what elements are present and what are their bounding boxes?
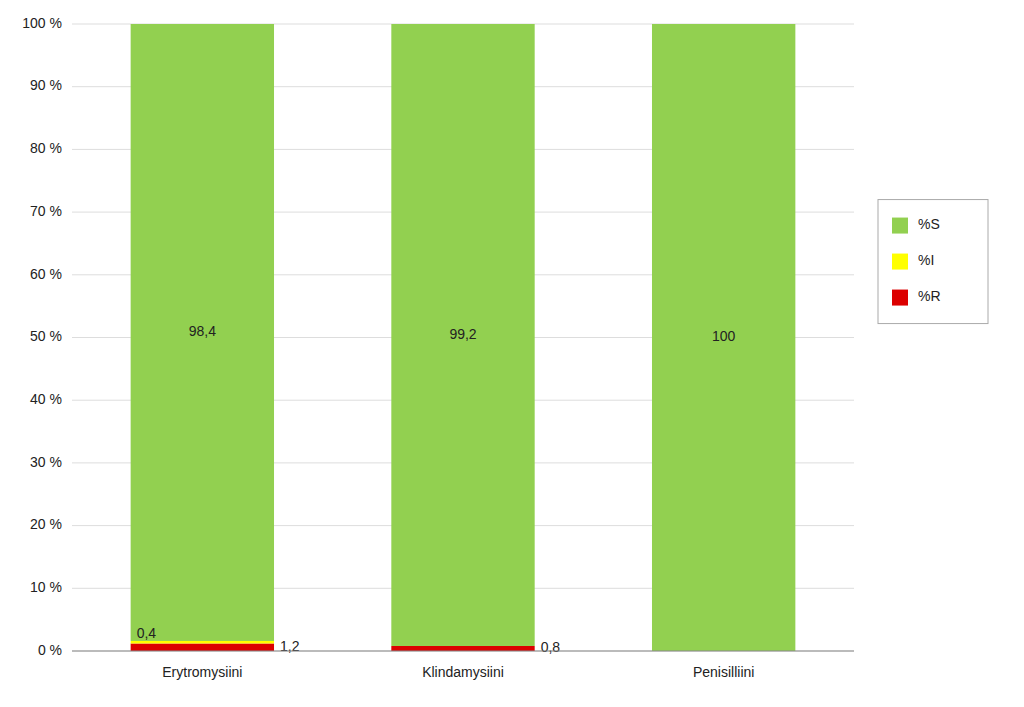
y-tick-label: 0 % [38, 642, 62, 658]
data-label: 98,4 [189, 323, 216, 339]
data-label: 99,2 [449, 326, 476, 342]
x-tick-label: Klindamysiini [422, 664, 504, 680]
legend-label: %S [918, 216, 940, 232]
legend-swatch [892, 254, 908, 270]
legend: %S %I %R [878, 200, 988, 324]
bar-segment [131, 643, 274, 651]
legend-frame [878, 200, 988, 324]
data-label: 1,2 [280, 638, 300, 654]
y-tick-label: 40 % [30, 391, 62, 407]
data-label: 0,8 [541, 639, 561, 655]
y-tick-label: 20 % [30, 516, 62, 532]
bars [131, 24, 796, 651]
y-tick-label: 100 % [22, 15, 62, 31]
bar-segment [131, 641, 274, 644]
legend-label: %I [918, 252, 934, 268]
y-tick-label: 90 % [30, 77, 62, 93]
bar-segment [391, 24, 534, 646]
bar-segment [131, 24, 274, 641]
data-label: 100 [712, 328, 736, 344]
y-tick-label: 80 % [30, 140, 62, 156]
y-tick-label: 10 % [30, 579, 62, 595]
x-axis-line [72, 651, 854, 652]
y-tick-label: 60 % [30, 266, 62, 282]
chart: 0 % 10 % 20 % 30 % 40 % 50 % 60 % 70 % 80 % 90 % 1… [0, 0, 1024, 707]
y-tick-label: 70 % [30, 203, 62, 219]
legend-swatch [892, 218, 908, 234]
grid [72, 24, 854, 651]
legend-swatch [892, 290, 908, 306]
x-tick-label: Erytromysiini [162, 664, 242, 680]
data-label: 0,4 [137, 625, 157, 641]
y-tick-label: 30 % [30, 454, 62, 470]
grid-line [72, 651, 854, 652]
data-labels: 1,2 0,4 98,4 0,8 99,2 100 [137, 323, 736, 655]
y-tick-label: 50 % [30, 328, 62, 344]
bar-segment [652, 24, 795, 651]
legend-label: %R [918, 288, 941, 304]
bar-segment [391, 646, 534, 651]
x-tick-label: Penisilliini [693, 664, 754, 680]
